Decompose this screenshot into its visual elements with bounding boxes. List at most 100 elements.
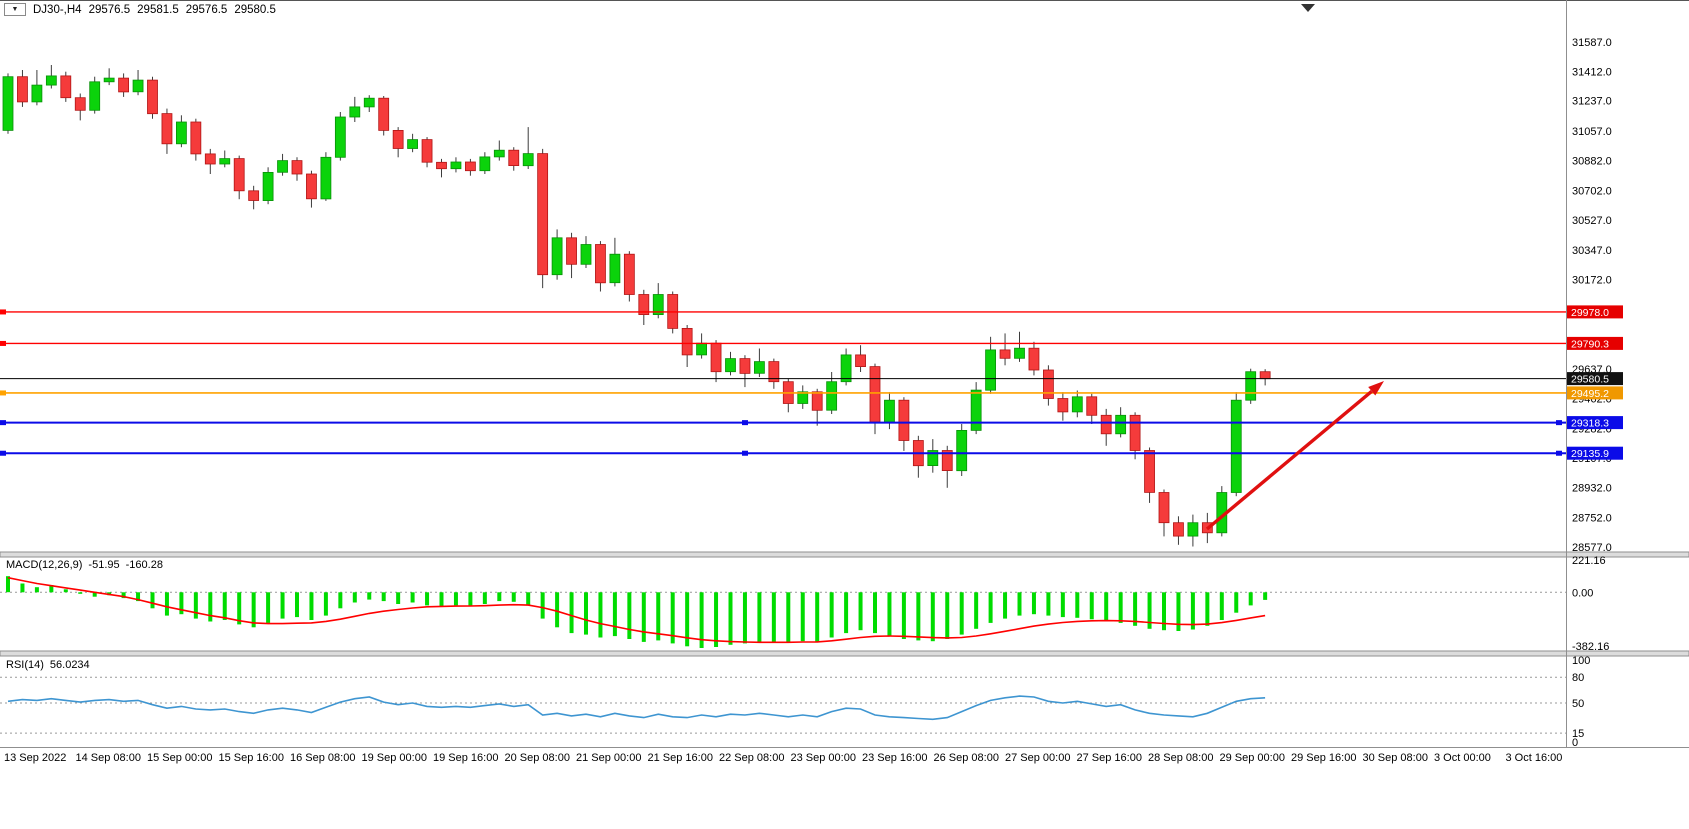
- price-tag: [1567, 336, 1623, 350]
- symbol-period-label: DJ30-,H4: [33, 3, 82, 16]
- bull-candle: [1245, 371, 1257, 401]
- time-axis-label: 3 Oct 16:00: [1506, 752, 1563, 764]
- bear-candle: [1259, 371, 1271, 380]
- bull-candle: [1071, 396, 1083, 413]
- macd-histogram-bar: [352, 592, 357, 603]
- macd-histogram-bar: [670, 592, 675, 644]
- chart-shift-marker[interactable]: [1301, 4, 1315, 12]
- macd-histogram-bar: [685, 592, 690, 647]
- time-axis-label: 13 Sep 2022: [4, 752, 66, 764]
- symbol-dropdown-button[interactable]: ▼: [4, 3, 26, 16]
- macd-histogram-bar: [656, 592, 661, 641]
- macd-histogram-bar: [497, 592, 502, 602]
- time-axis-label: 29 Sep 16:00: [1291, 752, 1356, 764]
- price-tag-label: 29978.0: [1571, 307, 1609, 319]
- trend-arrow-line[interactable]: [1205, 389, 1373, 531]
- macd-histogram-bar: [222, 592, 227, 620]
- rsi-name: RSI(14): [6, 659, 44, 671]
- time-axis-label: 20 Sep 08:00: [505, 752, 570, 764]
- macd-histogram-bar: [193, 592, 198, 619]
- bear-candle: [421, 139, 433, 163]
- trend-arrow-head[interactable]: [1368, 381, 1384, 396]
- bear-candle: [941, 450, 953, 472]
- rsi-line: [7, 695, 1266, 721]
- macd-histogram-bar: [815, 592, 820, 642]
- support-line-29135-right-anchor[interactable]: [1556, 450, 1562, 456]
- quote-bar: ▼ DJ30-,H4 29576.5 29581.5 29576.5 29580…: [4, 3, 276, 16]
- bull-candle: [652, 294, 664, 316]
- bull-candle: [985, 349, 996, 391]
- macd-histogram-bar: [1003, 592, 1008, 619]
- time-axis-label: 19 Sep 16:00: [433, 752, 498, 764]
- bear-candle: [1043, 369, 1054, 399]
- macd-histogram-bar: [1248, 592, 1253, 606]
- price-axis-label: 31587.0: [1572, 37, 1612, 49]
- time-axis-label: 21 Sep 16:00: [648, 752, 713, 764]
- price-axis-label: 30347.0: [1572, 245, 1612, 257]
- support-line-29135-left-anchor[interactable]: [0, 450, 6, 456]
- time-axis-label: 28 Sep 08:00: [1148, 752, 1213, 764]
- support-line-29318-right-anchor[interactable]: [1556, 420, 1562, 426]
- macd-histogram-bar: [453, 592, 458, 606]
- panel-separator-main-macd[interactable]: [0, 551, 1689, 558]
- macd-signal-line: [7, 576, 1266, 644]
- bear-candle: [60, 75, 72, 99]
- bear-candle: [623, 253, 635, 295]
- bear-candle: [233, 158, 245, 192]
- bull-candle: [493, 149, 505, 158]
- bear-candle: [811, 391, 823, 411]
- macd-histogram-bar: [1017, 592, 1022, 616]
- resistance-line-29790-left-anchor[interactable]: [0, 340, 6, 346]
- macd-histogram-bar: [92, 592, 97, 597]
- time-axis-label: 23 Sep 00:00: [791, 752, 856, 764]
- support-line-29318-left-anchor[interactable]: [0, 420, 6, 426]
- macd-histogram-bar: [1031, 592, 1036, 615]
- bull-candle: [754, 361, 765, 374]
- macd-histogram-bar: [208, 592, 213, 622]
- price-axis-label: 30702.0: [1572, 185, 1612, 197]
- price-tag-label: 29495.2: [1571, 388, 1609, 400]
- price-axis-label: 30882.0: [1572, 155, 1612, 167]
- macd-histogram-bar: [1219, 592, 1224, 620]
- bear-candle: [1144, 450, 1155, 493]
- macd-histogram-bar: [540, 592, 545, 619]
- mid-line-29495-left-anchor[interactable]: [0, 390, 6, 396]
- macd-histogram-bar: [266, 592, 271, 623]
- price-axis-label: 30527.0: [1572, 215, 1612, 227]
- time-axis-label: 15 Sep 16:00: [219, 752, 284, 764]
- macd-histogram-bar: [425, 592, 430, 606]
- macd-histogram-bar: [959, 592, 964, 635]
- macd-histogram-bar: [34, 587, 39, 593]
- support-line-29135-mid-anchor[interactable]: [742, 450, 748, 456]
- macd-histogram-bar: [901, 592, 906, 639]
- bull-candle: [349, 106, 361, 118]
- bear-candle: [190, 121, 202, 155]
- macd-histogram-bar: [439, 592, 444, 607]
- bear-candle: [1028, 347, 1040, 371]
- macd-histogram-bar: [1190, 592, 1195, 630]
- macd-histogram-bar: [295, 592, 299, 618]
- price-tag: [1567, 416, 1623, 430]
- quote-open: 29576.5: [88, 3, 131, 16]
- bear-candle: [566, 237, 577, 265]
- panel-separator-macd-rsi[interactable]: [0, 650, 1689, 657]
- bear-candle: [508, 149, 520, 166]
- time-axis-label: 16 Sep 08:00: [290, 752, 355, 764]
- macd-histogram-bar: [526, 592, 531, 606]
- macd-histogram-bar: [1162, 592, 1166, 631]
- macd-histogram-bar: [1075, 592, 1080, 618]
- macd-name: MACD(12,26,9): [6, 559, 83, 571]
- resistance-line-29978-left-anchor[interactable]: [0, 309, 6, 315]
- macd-histogram-bar: [844, 592, 849, 634]
- bear-candle: [248, 190, 260, 201]
- bull-candle: [175, 121, 187, 145]
- time-axis-label: 22 Sep 08:00: [719, 752, 784, 764]
- support-line-29318-mid-anchor[interactable]: [742, 420, 748, 426]
- rsi-scale-label: 100: [1572, 655, 1590, 667]
- macd-histogram-bar: [468, 592, 473, 607]
- macd-scale-label: 221.16: [1572, 555, 1606, 567]
- macd-histogram-bar: [1133, 592, 1138, 626]
- time-axis-label: 29 Sep 00:00: [1220, 752, 1285, 764]
- macd-histogram-bar: [20, 583, 25, 593]
